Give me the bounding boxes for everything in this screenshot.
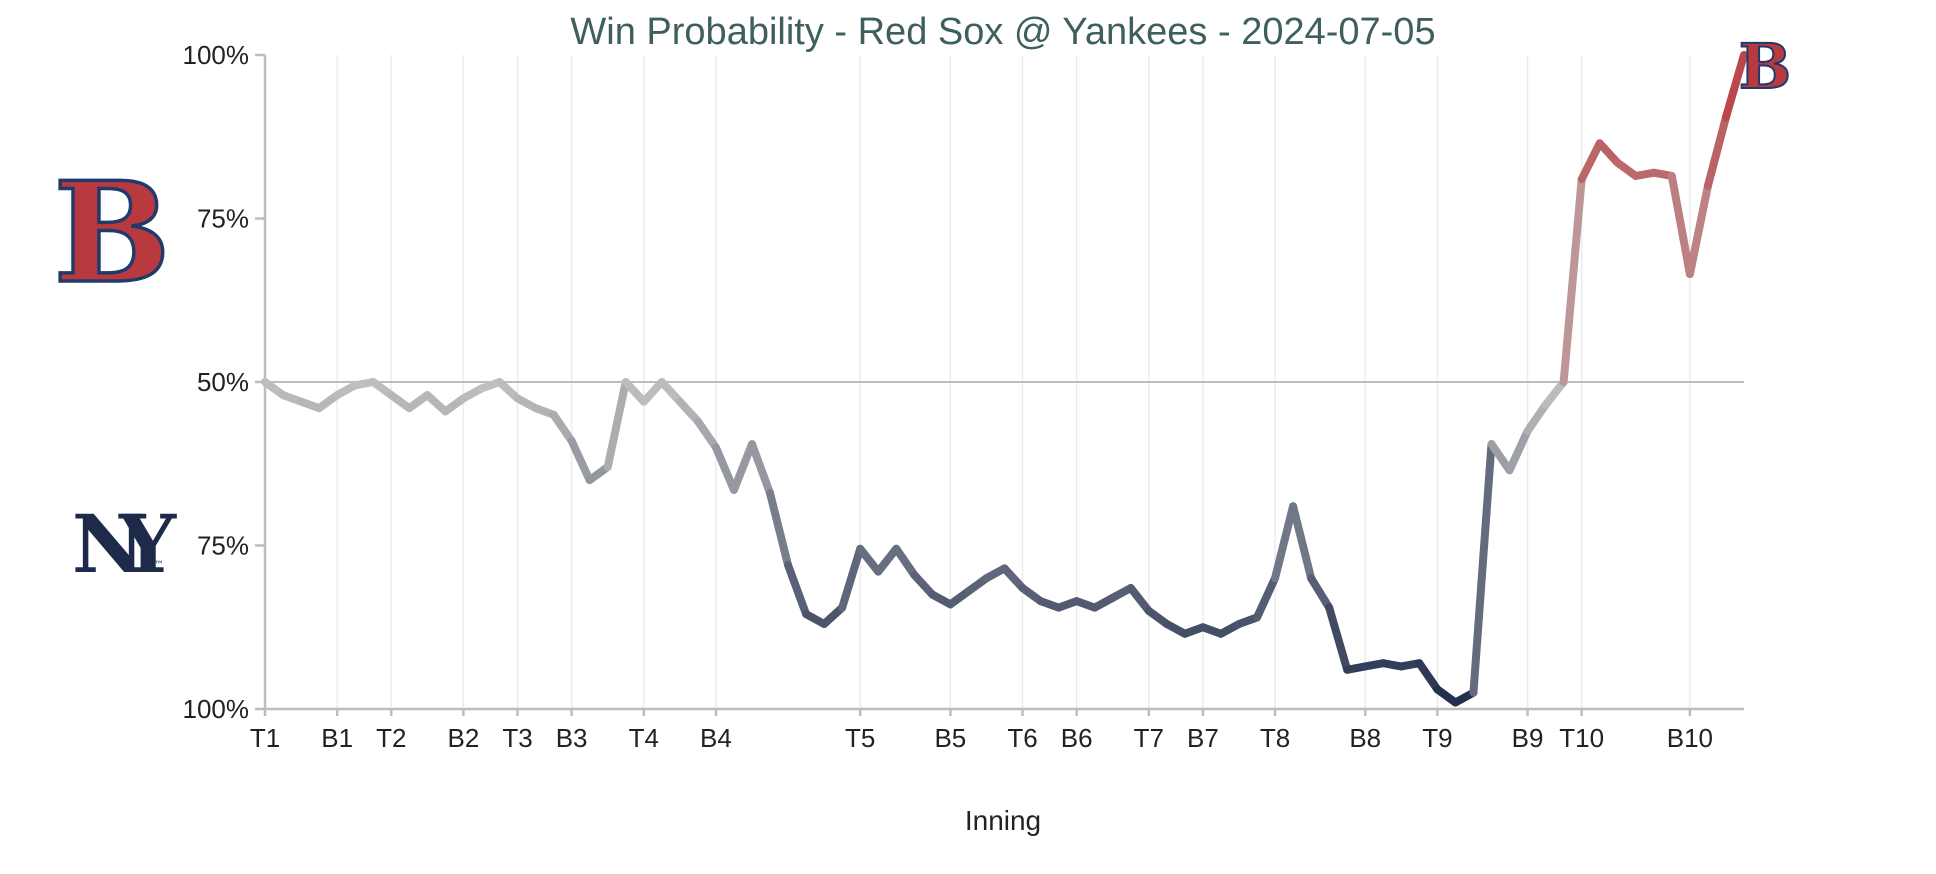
line-segment	[495, 378, 522, 403]
svg-text:™: ™	[154, 560, 164, 571]
line-segment	[1487, 440, 1514, 475]
line-segment	[910, 570, 937, 599]
line-segment	[856, 544, 883, 576]
line-segment	[1685, 181, 1712, 279]
yankees-logo-icon: NY ™	[72, 497, 203, 591]
x-tick-label: B3	[556, 723, 588, 753]
y-tick-label: 75%	[197, 531, 249, 561]
x-tick-label: T5	[845, 723, 875, 753]
line-segment	[1523, 400, 1550, 436]
line-segment	[1703, 113, 1730, 190]
line-segment	[549, 410, 576, 445]
x-tick-label: T6	[1007, 723, 1037, 753]
y-tick-label: 75%	[197, 204, 249, 234]
line-segment	[621, 378, 648, 406]
x-tick-label: T9	[1422, 723, 1452, 753]
line-segment	[1271, 502, 1298, 583]
line-segment	[838, 544, 865, 612]
red-sox-logo-icon: B	[54, 151, 171, 314]
x-axis-ticks: T1 B1 T2 B2 T3 B3 T4 B4 T5 B5 T6 B6 T7 B7 T8 B8 T9 B9 T10 B…	[250, 709, 1713, 753]
line-segment	[1667, 171, 1694, 279]
chart-title: Win Probability - Red Sox @ Yankees - 20…	[570, 11, 1435, 53]
line-segment	[711, 443, 738, 494]
x-tick-label: T10	[1559, 723, 1604, 753]
line-segment	[1577, 139, 1604, 184]
x-tick-label: T2	[376, 723, 406, 753]
x-tick-label: T1	[250, 723, 280, 753]
y-tick-label: 100%	[183, 694, 250, 724]
line-segment	[1721, 51, 1748, 122]
line-segment	[1325, 603, 1352, 674]
x-axis-title: Inning	[965, 805, 1041, 836]
x-tick-label: B7	[1187, 723, 1219, 753]
line-segment	[423, 391, 450, 416]
line-segment	[1253, 574, 1280, 622]
line-segment	[657, 378, 684, 406]
line-segment	[1595, 139, 1622, 167]
line-segment	[1415, 659, 1442, 694]
line-segment	[693, 417, 720, 452]
x-tick-label: T7	[1134, 723, 1164, 753]
line-segment	[675, 397, 702, 426]
line-segment	[766, 489, 793, 570]
line-segment	[1559, 175, 1586, 386]
y-tick-label: 50%	[197, 367, 249, 397]
line-segment	[729, 440, 756, 494]
line-segment	[874, 544, 901, 576]
line-end-red-sox-logo-icon: B	[1739, 30, 1791, 103]
line-segment	[1505, 427, 1532, 475]
line-segment	[892, 544, 919, 579]
x-tick-label: B1	[321, 723, 353, 753]
x-tick-label: B8	[1349, 723, 1381, 753]
y-tick-label: 100%	[183, 40, 250, 70]
x-tick-label: T3	[502, 723, 532, 753]
line-segment	[1000, 564, 1027, 593]
x-tick-label: B9	[1512, 723, 1544, 753]
line-segment	[784, 561, 811, 619]
line-segment	[1469, 440, 1496, 697]
x-tick-label: B5	[934, 723, 966, 753]
x-tick-label: B6	[1061, 723, 1093, 753]
line-segment	[603, 378, 630, 472]
svg-text:NY: NY	[72, 497, 177, 591]
win-probability-line	[261, 51, 1748, 707]
x-tick-label: T8	[1260, 723, 1290, 753]
line-segment	[1541, 378, 1568, 409]
x-tick-label: B4	[700, 723, 732, 753]
x-tick-label: B10	[1667, 723, 1713, 753]
line-segment	[639, 378, 666, 406]
line-segment	[1289, 502, 1316, 583]
line-segment	[747, 440, 775, 498]
x-tick-label: B2	[447, 723, 479, 753]
line-segment	[1126, 584, 1153, 615]
y-axis-ticks: 100% 75% 50% 75% 100%	[183, 40, 265, 724]
line-segment	[1307, 574, 1334, 612]
x-tick-label: T4	[629, 723, 659, 753]
line-segment	[567, 436, 594, 485]
line-segment	[820, 603, 847, 628]
